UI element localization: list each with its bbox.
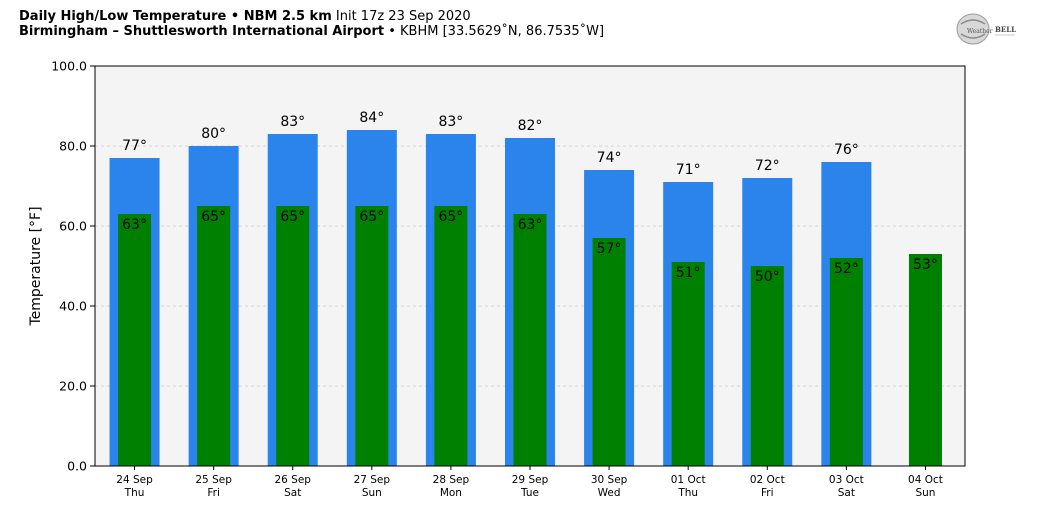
x-tick-date: 24 Sep xyxy=(116,474,153,486)
low-bar xyxy=(276,206,310,466)
y-tick-label: 80.0 xyxy=(59,139,87,154)
x-tick-date: 28 Sep xyxy=(433,474,470,486)
x-tick-day: Fri xyxy=(761,487,774,499)
high-value-label: 84° xyxy=(359,110,384,126)
low-value-label: 65° xyxy=(438,209,463,225)
y-tick-label: 100.0 xyxy=(51,59,87,74)
low-value-label: 65° xyxy=(280,209,305,225)
y-tick-label: 20.0 xyxy=(59,379,87,394)
y-tick-label: 40.0 xyxy=(59,299,87,314)
low-bar xyxy=(118,214,152,466)
init-time: Init 17z 23 Sep 2020 xyxy=(335,9,471,24)
x-tick-date: 30 Sep xyxy=(591,474,628,486)
high-value-label: 83° xyxy=(438,114,463,130)
y-tick-label: 60.0 xyxy=(59,219,87,234)
high-value-label: 83° xyxy=(280,114,305,130)
x-tick-day: Sun xyxy=(915,487,935,499)
x-tick-date: 04 Oct xyxy=(908,474,943,486)
weatherbell-logo: Weather BELL xyxy=(955,12,1019,46)
x-tick-day: Thu xyxy=(677,487,698,499)
x-tick-date: 27 Sep xyxy=(354,474,391,486)
logo-text-left: Weather xyxy=(967,28,993,35)
low-value-label: 63° xyxy=(518,217,543,233)
logo-text-right: BELL xyxy=(995,25,1016,34)
x-tick-date: 02 Oct xyxy=(750,474,785,486)
high-value-label: 71° xyxy=(676,162,701,178)
location-line: Birmingham – Shuttlesworth International… xyxy=(19,24,604,39)
chart-title: Daily High/Low Temperature • NBM 2.5 km xyxy=(19,9,332,24)
high-value-label: 82° xyxy=(518,118,543,134)
x-tick-day: Wed xyxy=(598,487,621,499)
logo-graphic: Weather BELL xyxy=(956,13,1016,45)
plot-frame xyxy=(94,65,966,467)
low-bar xyxy=(592,238,626,466)
x-tick-day: Sun xyxy=(362,487,382,499)
location-name: Birmingham – Shuttlesworth International… xyxy=(19,24,385,39)
high-value-label: 72° xyxy=(755,158,780,174)
low-value-label: 65° xyxy=(359,209,384,225)
low-bar xyxy=(829,258,863,466)
chart-title-block: Daily High/Low Temperature • NBM 2.5 km … xyxy=(19,9,604,39)
low-value-label: 63° xyxy=(122,217,147,233)
x-tick-day: Sat xyxy=(838,487,855,499)
low-bar xyxy=(750,266,784,466)
x-tick-day: Fri xyxy=(207,487,220,499)
low-bar xyxy=(513,214,547,466)
low-value-label: 53° xyxy=(913,257,938,273)
high-value-label: 77° xyxy=(122,138,147,154)
x-tick-date: 26 Sep xyxy=(274,474,311,486)
low-bar xyxy=(908,254,942,466)
low-value-label: 51° xyxy=(676,265,701,281)
bars-group xyxy=(109,130,942,466)
low-bar xyxy=(434,206,468,466)
low-bar xyxy=(355,206,389,466)
high-value-label: 76° xyxy=(834,142,859,158)
low-value-label: 57° xyxy=(597,241,622,257)
x-tick-date: 25 Sep xyxy=(195,474,232,486)
location-detail: • KBHM [33.5629˚N, 86.7535˚W] xyxy=(388,24,605,39)
low-bar xyxy=(671,262,705,466)
high-value-label: 80° xyxy=(201,126,226,142)
low-value-label: 50° xyxy=(755,269,780,285)
low-value-label: 65° xyxy=(201,209,226,225)
x-tick-day: Mon xyxy=(440,487,462,499)
title-line: Daily High/Low Temperature • NBM 2.5 km … xyxy=(19,9,604,24)
x-tick-day: Tue xyxy=(520,487,539,499)
x-tick-day: Sat xyxy=(284,487,301,499)
high-value-label: 74° xyxy=(597,150,622,166)
value-labels-group: 77° 63° 80° 65° 83° 65° 84° 65° 83° 65° 82° 63° 74° 5… xyxy=(122,110,938,285)
x-tick-date: 01 Oct xyxy=(671,474,706,486)
low-bar xyxy=(197,206,231,466)
x-tick-date: 29 Sep xyxy=(512,474,549,486)
low-value-label: 52° xyxy=(834,261,859,277)
y-tick-label: 0.0 xyxy=(67,459,87,474)
y-axis-label: Temperature [°F] xyxy=(28,206,44,326)
x-tick-day: Thu xyxy=(124,487,145,499)
x-tick-date: 03 Oct xyxy=(829,474,864,486)
